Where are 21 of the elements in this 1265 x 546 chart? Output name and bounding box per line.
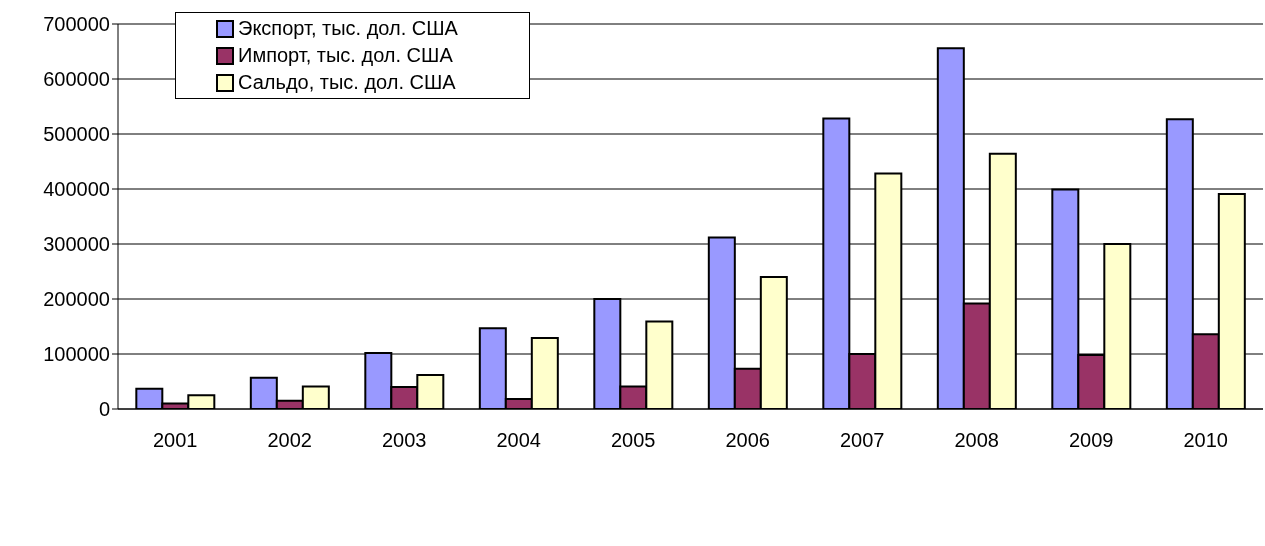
x-tick-label: 2001 (153, 429, 198, 452)
x-tick-label: 2010 (1183, 429, 1228, 452)
y-tick-label: 500000 (43, 123, 110, 146)
x-tick-label: 2002 (267, 429, 312, 452)
y-tick-label: 100000 (43, 343, 110, 366)
y-tick-label: 300000 (43, 233, 110, 256)
x-tick-label: 2003 (382, 429, 427, 452)
x-tick-label: 2004 (496, 429, 541, 452)
y-tick-label: 700000 (43, 13, 110, 36)
legend-label: Сальдо, тыс. дол. США (238, 70, 456, 95)
y-tick-label: 0 (98, 398, 110, 421)
x-tick-label: 2008 (954, 429, 999, 452)
y-tick-label: 400000 (43, 178, 110, 201)
y-tick-label: 600000 (43, 68, 110, 91)
x-tick-label: 2006 (725, 429, 770, 452)
legend-label: Импорт, тыс. дол. США (238, 43, 453, 68)
x-tick-label: 2005 (611, 429, 656, 452)
x-tick-label: 2007 (840, 429, 885, 452)
y-tick-label: 200000 (43, 288, 110, 311)
x-tick-label: 2009 (1069, 429, 1114, 452)
legend-label: Экспорт, тыс. дол. США (238, 16, 458, 41)
